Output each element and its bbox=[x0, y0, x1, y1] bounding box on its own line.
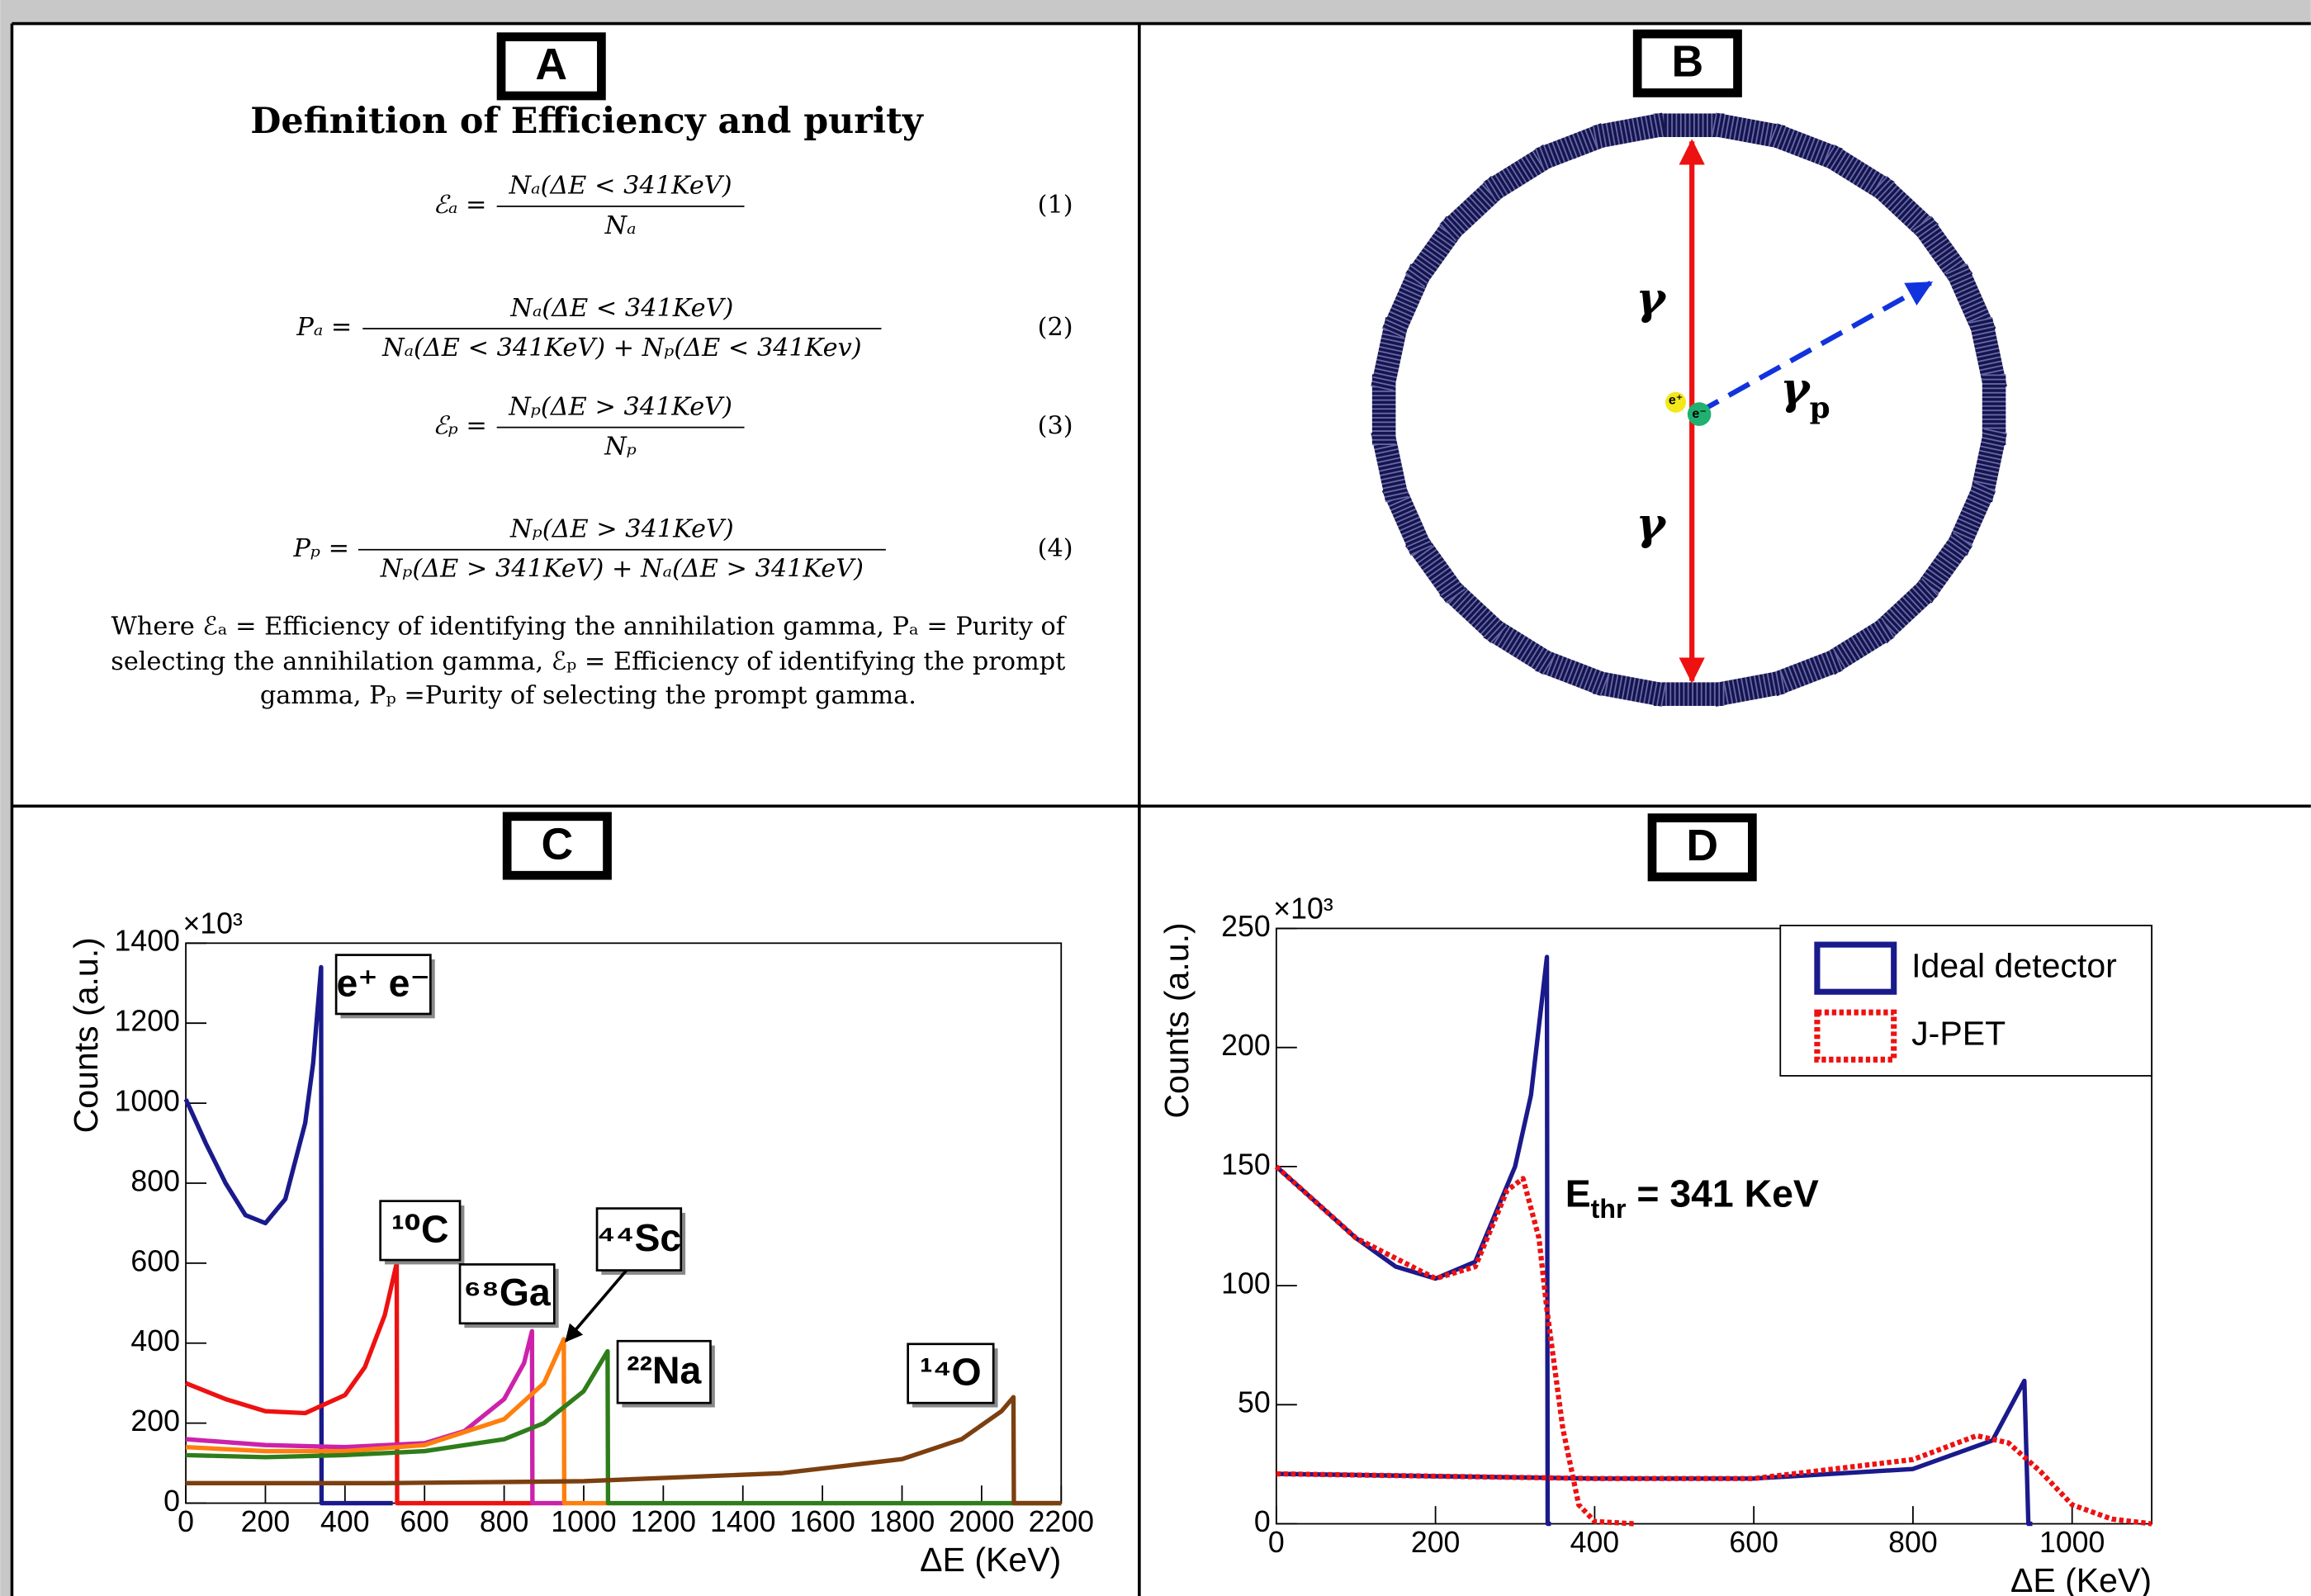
series-label: e⁺ e⁻ bbox=[337, 961, 430, 1004]
x-tick-label: 1000 bbox=[2039, 1526, 2105, 1559]
equation-denominator: Nₚ(ΔE > 341KeV) + Nₐ(ΔE > 341KeV) bbox=[380, 555, 864, 584]
x-tick-label: 1400 bbox=[710, 1505, 775, 1538]
y-tick-label: 0 bbox=[1254, 1505, 1271, 1538]
y-tick-label: 200 bbox=[1221, 1029, 1271, 1062]
y-tick-label: 100 bbox=[1221, 1267, 1271, 1300]
x-tick-label: 2000 bbox=[949, 1505, 1014, 1538]
x-tick-label: 1000 bbox=[551, 1505, 616, 1538]
y-tick-label: 800 bbox=[130, 1164, 180, 1197]
x-tick-label: 1200 bbox=[631, 1505, 696, 1538]
gamma-symbol: γ bbox=[1780, 362, 1811, 414]
equation-numerator: Nₚ(ΔE > 341KeV) bbox=[509, 515, 734, 544]
y-axis-title: Counts (a.u.) bbox=[1158, 922, 1196, 1118]
x-axis-title: ΔE (KeV) bbox=[2010, 1561, 2152, 1596]
equation-numerator: Nₐ(ΔE < 341KeV) bbox=[509, 172, 732, 201]
annotation-subscript: thr bbox=[1591, 1195, 1627, 1224]
description-line: gamma, Pₚ =Purity of selecting the promp… bbox=[260, 681, 916, 710]
page: { "panel_labels": ["A", "B", "C", "D"], … bbox=[0, 0, 2311, 1596]
series-label: ²²Na bbox=[627, 1349, 702, 1392]
y-tick-label: 1200 bbox=[115, 1005, 180, 1038]
x-tick-label: 200 bbox=[1411, 1526, 1461, 1559]
x-tick-label: 0 bbox=[1268, 1526, 1285, 1559]
equation-denominator: Nₐ(ΔE < 341KeV) + Nₚ(ΔE < 341Kev) bbox=[381, 334, 861, 362]
y-axis-title: Counts (a.u.) bbox=[67, 937, 105, 1133]
equation-denominator: Nₚ bbox=[604, 433, 637, 462]
x-tick-label: 2200 bbox=[1029, 1505, 1094, 1538]
equation-lhs: ℰₐ = bbox=[433, 191, 487, 220]
x-tick-label: 600 bbox=[1729, 1526, 1778, 1559]
panel-area bbox=[12, 24, 2310, 1596]
series-label: ⁶⁸Ga bbox=[464, 1271, 552, 1314]
x-tick-label: 400 bbox=[320, 1505, 370, 1538]
x-tick-label: 1800 bbox=[869, 1505, 935, 1538]
positron-label: e⁺ bbox=[1669, 393, 1683, 408]
equation-lhs: Pₚ = bbox=[292, 534, 349, 563]
figure: Definition of Efficiency and purity ℰₐ =… bbox=[0, 0, 2311, 1596]
y-tick-label: 200 bbox=[130, 1404, 180, 1437]
equation-denominator: Nₐ bbox=[604, 211, 637, 240]
x-tick-label: 800 bbox=[480, 1505, 529, 1538]
x-tick-label: 800 bbox=[1888, 1526, 1938, 1559]
legend-label: Ideal detector bbox=[1911, 946, 2117, 984]
x-axis-title: ΔE (KeV) bbox=[920, 1541, 1061, 1579]
subscript: p bbox=[1810, 391, 1830, 425]
y-tick-label: 600 bbox=[130, 1244, 180, 1277]
annotation-text: = 341 KeV bbox=[1626, 1172, 1818, 1215]
panel-label: A bbox=[535, 40, 567, 89]
y-tick-label: 400 bbox=[130, 1324, 180, 1357]
x-tick-label: 600 bbox=[400, 1505, 449, 1538]
equation-number: (3) bbox=[1038, 412, 1073, 441]
y-tick-label: 50 bbox=[1238, 1386, 1271, 1419]
equation-lhs: Pₐ = bbox=[296, 313, 352, 342]
annotation-text: E bbox=[1565, 1172, 1591, 1215]
y-tick-label: 1000 bbox=[115, 1085, 180, 1118]
x-tick-label: 1600 bbox=[789, 1505, 855, 1538]
equation-number: (2) bbox=[1038, 313, 1073, 342]
y-tick-label: 150 bbox=[1221, 1148, 1271, 1181]
series-label: ⁴⁴Sc bbox=[597, 1216, 682, 1259]
description-line: Where ℰₐ = Efficiency of identifying the… bbox=[111, 612, 1068, 641]
gamma-label: γ bbox=[1636, 498, 1668, 550]
panel-label: B bbox=[1671, 38, 1703, 87]
y-tick-label: 1400 bbox=[115, 925, 180, 958]
equation-number: (4) bbox=[1038, 534, 1073, 563]
series-label: ¹⁰C bbox=[391, 1207, 448, 1250]
description-line: selecting the annihilation gamma, ℰₚ = E… bbox=[111, 647, 1065, 676]
x-tick-label: 200 bbox=[241, 1505, 291, 1538]
x-tick-label: 400 bbox=[1570, 1526, 1620, 1559]
gamma-label: γ bbox=[1636, 272, 1668, 324]
y-multiplier: ×10³ bbox=[182, 907, 243, 940]
equation-lhs: ℰₚ = bbox=[433, 412, 487, 441]
series-label: ¹⁴O bbox=[920, 1351, 981, 1394]
x-tick-label: 0 bbox=[178, 1505, 194, 1538]
legend-label: J-PET bbox=[1911, 1015, 2006, 1053]
equation-numerator: Nₐ(ΔE < 341KeV) bbox=[509, 294, 733, 323]
equation-numerator: Nₚ(ΔE > 341KeV) bbox=[508, 392, 732, 421]
electron-label: e⁻ bbox=[1692, 406, 1706, 421]
panel-a-title: Definition of Efficiency and purity bbox=[250, 101, 924, 142]
y-multiplier: ×10³ bbox=[1273, 892, 1333, 925]
y-tick-label: 0 bbox=[163, 1485, 180, 1518]
panel-label: C bbox=[542, 820, 574, 869]
y-tick-label: 250 bbox=[1221, 910, 1271, 943]
equation-number: (1) bbox=[1038, 191, 1073, 220]
panel-label: D bbox=[1686, 822, 1718, 870]
